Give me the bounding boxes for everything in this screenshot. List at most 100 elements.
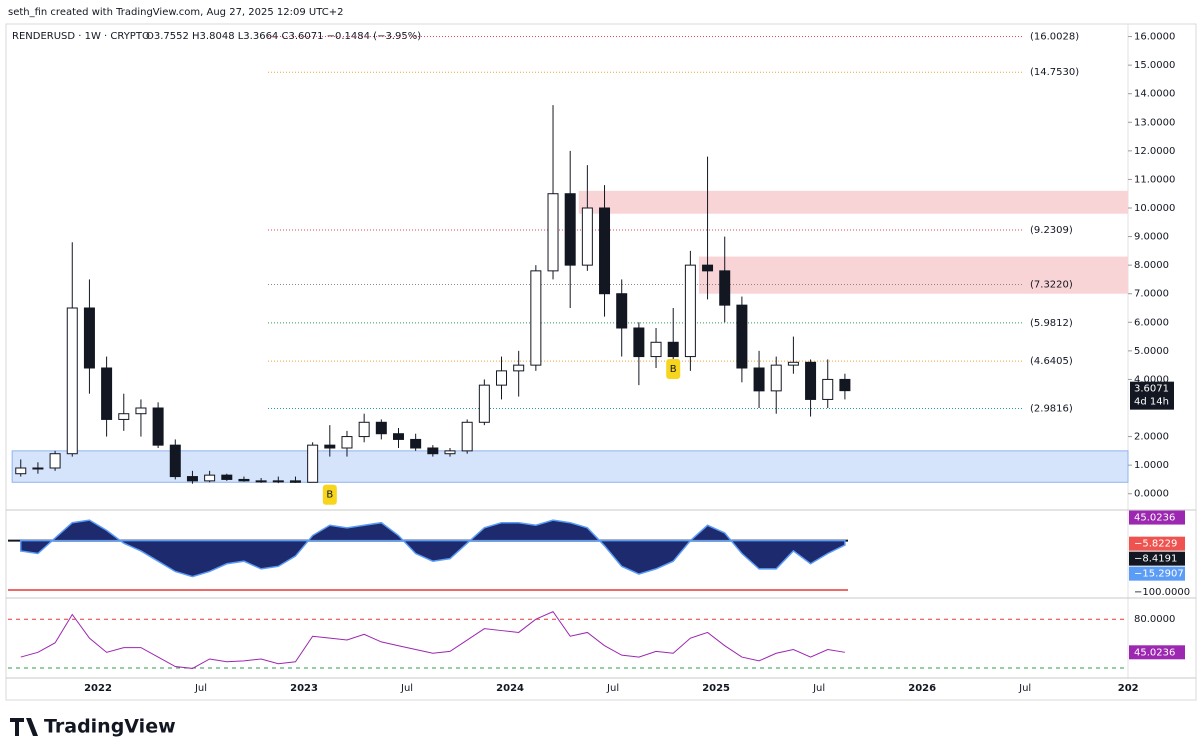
y-tick-label: 4.0000 bbox=[1134, 374, 1169, 385]
candle-body bbox=[478, 384, 490, 423]
x-tick-label: 2022 bbox=[84, 683, 112, 694]
candle-body bbox=[169, 444, 181, 478]
fib-label: (4.6405) bbox=[1030, 356, 1073, 367]
logo: TradingView bbox=[44, 716, 176, 738]
candle-body bbox=[375, 421, 387, 435]
candle-body bbox=[530, 270, 542, 366]
candle-body bbox=[461, 421, 473, 452]
candle-body bbox=[255, 480, 267, 483]
fib-label: (7.3220) bbox=[1030, 280, 1073, 291]
fib-label: (5.9812) bbox=[1030, 318, 1073, 329]
candle-body bbox=[101, 367, 113, 420]
signal-label: B bbox=[326, 490, 333, 501]
candle-body bbox=[83, 307, 95, 369]
y-tick-label: 2.0000 bbox=[1134, 432, 1169, 443]
x-tick-label: Jul bbox=[1018, 683, 1031, 694]
y-tick-label: 5.0000 bbox=[1134, 346, 1169, 357]
candle-body bbox=[49, 453, 61, 469]
candle-body bbox=[324, 444, 336, 449]
candle-body bbox=[616, 293, 628, 329]
osc-area bbox=[20, 519, 846, 578]
zone bbox=[698, 256, 1128, 294]
candle-body bbox=[702, 264, 714, 272]
candle-body bbox=[787, 361, 799, 366]
osc-label-bg bbox=[1129, 510, 1185, 525]
x-tick-label: Jul bbox=[606, 683, 619, 694]
x-tick-label: 2023 bbox=[290, 683, 318, 694]
x-tick-label: Jul bbox=[194, 683, 207, 694]
signal-label: B bbox=[670, 364, 677, 375]
osc-label-bg bbox=[1129, 551, 1185, 566]
candle-body bbox=[839, 378, 851, 392]
rsi-line bbox=[20, 611, 845, 669]
candle-body bbox=[221, 474, 233, 480]
candle-body bbox=[753, 367, 765, 392]
symbol: RENDERUSD · 1W · CRYPTO bbox=[12, 31, 150, 42]
osc-label-bg bbox=[1129, 566, 1185, 581]
y-tick-label: 10.0000 bbox=[1134, 203, 1175, 214]
x-tick-label: 2024 bbox=[496, 683, 524, 694]
x-tick-label: 2026 bbox=[908, 683, 936, 694]
attribution: seth_fin created with TradingView.com, A… bbox=[8, 7, 343, 18]
y-tick-label: 12.0000 bbox=[1134, 146, 1175, 157]
candle-body bbox=[32, 467, 44, 470]
candle-body bbox=[15, 467, 27, 475]
fib-label: (9.2309) bbox=[1030, 225, 1073, 236]
price-tag bbox=[1130, 381, 1174, 410]
candle-body bbox=[496, 370, 508, 386]
candle-body bbox=[66, 307, 78, 455]
osc-label-bg bbox=[1129, 536, 1185, 551]
candle-body bbox=[736, 304, 748, 369]
frame bbox=[5, 23, 1197, 701]
candle-body bbox=[307, 444, 319, 483]
x-tick-label: 2025 bbox=[702, 683, 730, 694]
x-tick-label: 202 bbox=[1118, 683, 1139, 694]
candle-body bbox=[410, 438, 422, 449]
osc-label: −8.4191 bbox=[1134, 554, 1177, 565]
osc-label: 45.0236 bbox=[1134, 513, 1175, 524]
y-tick-label: 13.0000 bbox=[1134, 117, 1175, 128]
candle-body bbox=[341, 436, 353, 449]
signal-marker bbox=[322, 484, 337, 505]
y-tick-label: 8.0000 bbox=[1134, 260, 1169, 271]
y-tick-label: 1.0000 bbox=[1134, 460, 1169, 471]
candle-body bbox=[822, 378, 834, 400]
candle-body bbox=[770, 364, 782, 392]
zone bbox=[11, 450, 1129, 483]
logo-icon bbox=[10, 718, 38, 736]
candle-body bbox=[238, 478, 250, 482]
candle-body bbox=[204, 474, 216, 482]
y-tick-label: 9.0000 bbox=[1134, 232, 1169, 243]
candle-body bbox=[186, 476, 198, 482]
candle-body bbox=[650, 341, 662, 358]
candle-body bbox=[719, 270, 731, 306]
candle-body bbox=[684, 264, 696, 358]
fib-label: (14.7530) bbox=[1030, 67, 1079, 78]
candle-body bbox=[427, 447, 439, 455]
candle-body bbox=[633, 327, 645, 358]
candle-body bbox=[392, 433, 404, 440]
fib-label: (2.9816) bbox=[1030, 404, 1073, 415]
fib-label: (16.0028) bbox=[1030, 31, 1079, 42]
rsi-label: 80.0000 bbox=[1134, 614, 1175, 625]
y-tick-label: 14.0000 bbox=[1134, 89, 1175, 100]
candle-body bbox=[289, 480, 301, 483]
candle-body bbox=[272, 480, 284, 483]
candle-body bbox=[564, 193, 576, 266]
x-tick-label: Jul bbox=[812, 683, 825, 694]
x-tick-label: Jul bbox=[400, 683, 413, 694]
y-tick-label: 7.0000 bbox=[1134, 289, 1169, 300]
countdown: 4d 14h bbox=[1134, 397, 1169, 408]
candle-body bbox=[805, 361, 817, 400]
zone bbox=[578, 190, 1128, 214]
candle-body bbox=[667, 341, 679, 358]
candle-body bbox=[547, 193, 559, 272]
candle-body bbox=[135, 407, 147, 415]
signal-marker bbox=[666, 359, 681, 379]
candle-body bbox=[444, 450, 456, 455]
y-tick-label: 0.0000 bbox=[1134, 489, 1169, 500]
y-tick-label: 15.0000 bbox=[1134, 60, 1175, 71]
